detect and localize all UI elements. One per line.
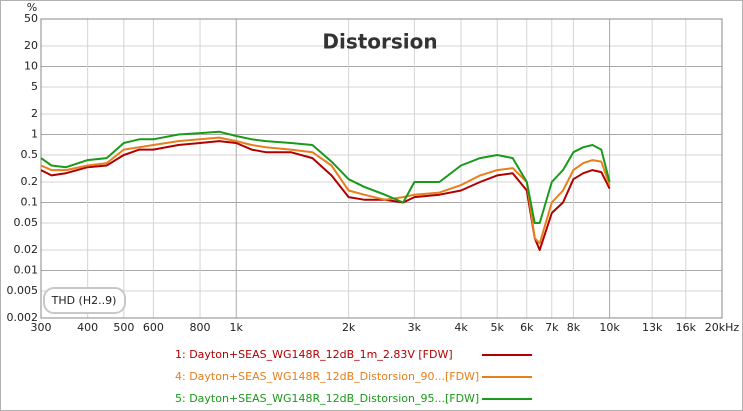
y-tick-label: 0.01	[14, 263, 39, 276]
y-tick-label: 10	[24, 60, 38, 73]
x-tick-label: 10k	[599, 321, 620, 334]
series-line	[40, 130, 611, 224]
x-tick-label: 3k	[408, 321, 422, 334]
x-tick-label: 600	[143, 321, 164, 334]
legend: 1: Dayton+SEAS_WG148R_12dB_1m_2.83V [FDW…	[175, 348, 532, 405]
legend-label: 1: Dayton+SEAS_WG148R_12dB_1m_2.83V [FDW…	[175, 348, 453, 361]
y-tick-label: 0.2	[21, 175, 39, 188]
x-tick-label: 16k	[676, 321, 697, 334]
x-tick-label: 6k	[520, 321, 534, 334]
x-tick-label: 400	[77, 321, 98, 334]
series-line	[40, 136, 611, 245]
x-tick-label: 8k	[567, 321, 581, 334]
y-tick-label: 0.002	[7, 311, 39, 324]
x-tick-label: 7k	[545, 321, 559, 334]
y-tick-label: 50	[24, 12, 38, 25]
x-tick-label: 5k	[491, 321, 505, 334]
x-tick-label: 800	[190, 321, 211, 334]
x-tick-label: 1k	[230, 321, 244, 334]
x-tick-label: 13k	[642, 321, 663, 334]
x-tick-label: 500	[113, 321, 134, 334]
x-tick-label: 4k	[454, 321, 468, 334]
plot-area	[40, 18, 723, 319]
y-tick-label: 0.1	[21, 195, 39, 208]
legend-label: 5: Dayton+SEAS_WG148R_12dB_Distorsion_95…	[175, 392, 479, 405]
legend-label: 4: Dayton+SEAS_WG148R_12dB_Distorsion_90…	[175, 370, 479, 383]
x-tick-label: 20kHz	[705, 321, 740, 334]
y-tick-label: 0.02	[14, 243, 39, 256]
annotation: THD (H2..9)	[51, 294, 117, 307]
chart-title: Distorsion	[322, 30, 437, 54]
lines	[40, 130, 611, 251]
y-tick-label: 0.005	[7, 284, 39, 297]
y-tick-label: 0.5	[21, 148, 39, 161]
y-tick-label: 20	[24, 39, 38, 52]
y-tick-label: 0.05	[14, 216, 39, 229]
y-tick-label: 1	[31, 128, 38, 141]
series-line	[40, 140, 611, 251]
x-tick-label: 2k	[342, 321, 356, 334]
annotation-box	[43, 287, 126, 314]
x-tick-label: 300	[31, 321, 52, 334]
y-unit: %	[27, 1, 37, 14]
y-tick-label: 5	[31, 80, 38, 93]
y-tick-label: 2	[31, 107, 38, 120]
